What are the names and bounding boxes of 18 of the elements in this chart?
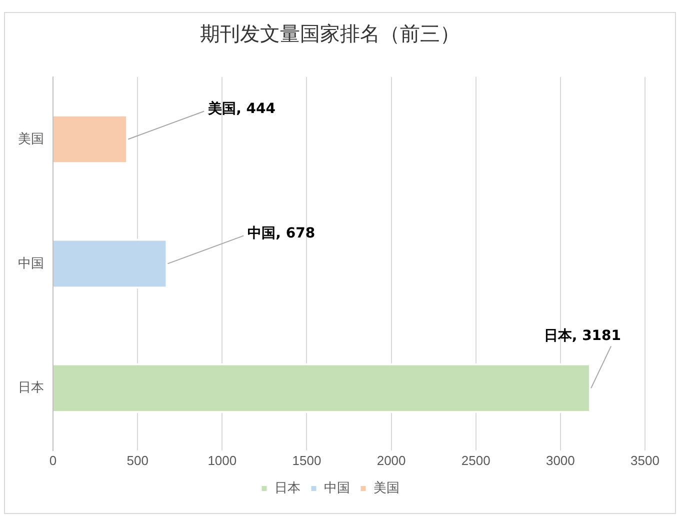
x-tick-label: 2000 — [376, 452, 406, 468]
legend-label: 中国 — [324, 480, 350, 496]
x-tick-label: 1500 — [292, 452, 322, 468]
x-tick-label: 3500 — [630, 452, 660, 468]
data-label: 美国, 444 — [207, 100, 276, 117]
y-tick-label: 美国 — [18, 130, 44, 146]
x-tick-label: 500 — [126, 452, 148, 468]
legend-label: 日本 — [274, 480, 300, 496]
x-tick-label: 0 — [49, 452, 57, 468]
y-tick-label: 中国 — [18, 255, 44, 270]
data-label: 中国, 678 — [248, 225, 316, 242]
y-tick-label: 日本 — [18, 380, 44, 395]
legend-label: 美国 — [373, 480, 400, 496]
x-tick-label: 1000 — [208, 452, 237, 468]
data-label: 日本, 3181 — [544, 328, 622, 344]
x-tick-label: 3000 — [546, 452, 575, 468]
x-tick-label: 2500 — [461, 452, 490, 468]
chart-title: 期刊发文量国家排名（前三） — [200, 24, 460, 46]
